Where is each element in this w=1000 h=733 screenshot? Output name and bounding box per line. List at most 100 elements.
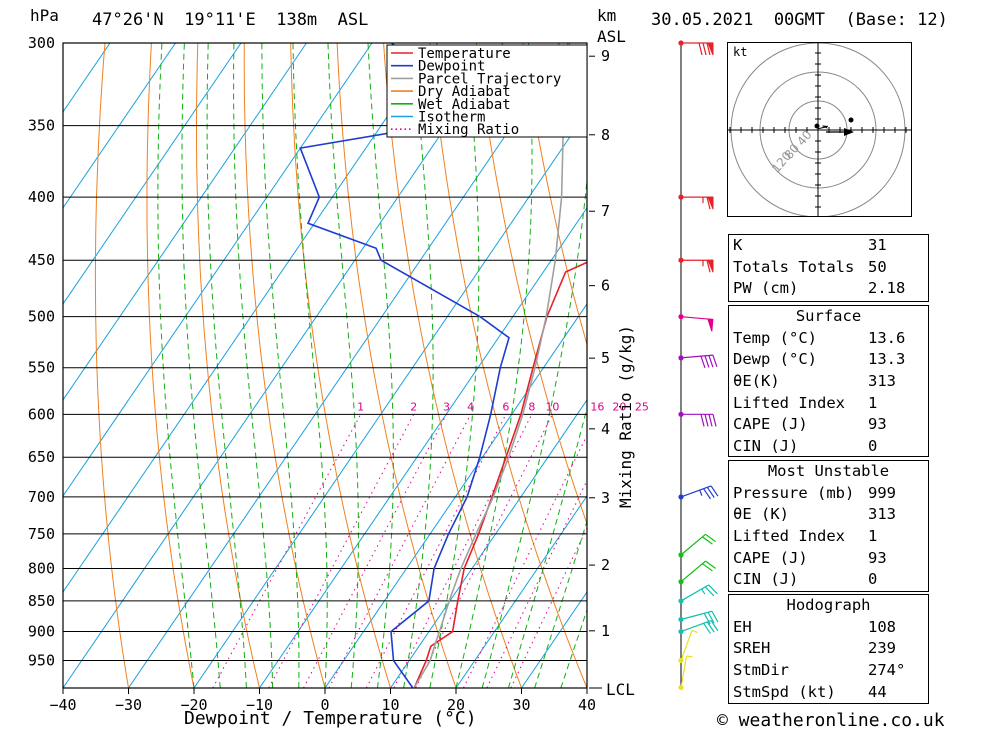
wind-barb-full <box>708 584 718 595</box>
wind-barb-half <box>699 489 703 496</box>
isotherm-line <box>63 43 504 688</box>
index-label: PW (cm) <box>733 279 799 298</box>
index-label: Temp (°C) <box>733 328 817 347</box>
wind-barb-shaft <box>680 620 712 633</box>
height-ref-label: ASL <box>597 27 626 46</box>
mixing-ratio-label: 10 <box>545 400 559 413</box>
dry-adiabat-line <box>243 43 326 688</box>
wind-barb-full <box>703 488 711 500</box>
wind-barb-full <box>702 42 707 56</box>
index-row: Lifted Index 1 <box>729 526 928 548</box>
storm-motion-arrow <box>844 128 854 136</box>
index-row: Dewp (°C) 13.3 <box>729 349 928 371</box>
location-title: 47°26'N 19°11'E 138m ASL <box>92 10 369 30</box>
pressure-tick-label: 450 <box>28 251 55 269</box>
wind-barb-shaft <box>680 533 706 556</box>
index-label: Lifted Index <box>733 527 845 546</box>
pressure-tick-label: 700 <box>28 488 55 506</box>
hodograph-panel: 40 80 120 kt <box>727 41 912 219</box>
temperature-tick-label: −40 <box>49 696 76 714</box>
wind-barb-pennant <box>707 318 714 332</box>
lcl-label: LCL <box>606 680 635 699</box>
index-row: Totals Totals 50 <box>729 257 928 279</box>
legend-box <box>386 44 588 138</box>
mixing-ratio-label: 3 <box>443 400 450 413</box>
wind-barb-full <box>706 42 711 56</box>
index-label: Totals Totals <box>733 257 855 276</box>
legend-entry: Mixing Ratio <box>418 122 519 138</box>
hodograph-top-point <box>848 117 854 123</box>
pressure-tick-label: 900 <box>28 623 55 641</box>
index-value: 108 <box>868 617 896 636</box>
x-axis-title: Dewpoint / Temperature (°C) <box>184 708 477 729</box>
km-tick-label: 7 <box>601 202 610 220</box>
km-tick-label: 9 <box>601 47 610 65</box>
index-row: PW (cm) 2.18 <box>729 278 928 300</box>
wind-barb-pennant <box>707 196 714 210</box>
wind-barb-shaft <box>680 560 706 583</box>
pressure-tick-label: 400 <box>28 188 55 206</box>
height-unit-label: km <box>597 6 617 25</box>
mixing-ratio-labels: 1 2 3 4 6 8 10 16 20 25 <box>357 400 649 413</box>
index-label: EH <box>733 617 752 636</box>
pressure-tick-label: 850 <box>28 592 55 610</box>
temperature-tick-label: −20 <box>180 696 207 714</box>
mixing-ratio-line <box>303 414 447 688</box>
index-row: CIN (J) 0 <box>729 569 928 591</box>
general-indices-table: K 31 Totals Totals 50 PW (cm) 2.18 <box>728 234 929 302</box>
index-row: StmDir 274° <box>729 660 928 682</box>
index-row: CIN (J) 0 <box>729 436 928 458</box>
wind-level-dot <box>678 616 684 623</box>
wind-barb-full <box>706 487 715 498</box>
wet-adiabat-line <box>157 43 195 688</box>
index-label: CIN (J) <box>733 570 799 589</box>
wind-barb-full <box>702 536 713 545</box>
index-value: 50 <box>868 257 887 276</box>
mixing-ratio-label: 1 <box>357 400 364 413</box>
wind-barb-full <box>700 355 706 369</box>
index-value: 13.6 <box>868 328 906 347</box>
hodograph-surface-point <box>814 123 820 129</box>
temperature-tick-label: 20 <box>447 696 465 714</box>
pressure-tick-label: 500 <box>28 308 55 326</box>
index-row: θE (K) 313 <box>729 504 928 526</box>
index-row: Temp (°C) 13.6 <box>729 328 928 350</box>
index-row: StmSpd (kt) 44 <box>729 682 928 704</box>
wet-adiabat-line <box>481 175 587 688</box>
wind-barb-full <box>706 621 715 633</box>
wind-barb-full <box>712 414 717 427</box>
pressure-tick-label: 950 <box>28 652 55 670</box>
index-value: 274° <box>868 661 906 680</box>
mixing-ratio-line <box>328 414 472 688</box>
index-label: Lifted Index <box>733 393 845 412</box>
mixing-ratio-label: 20 <box>612 400 626 413</box>
temperature-tick-label: 0 <box>320 696 329 714</box>
mixing-ratio-label: 8 <box>528 400 535 413</box>
index-value: 313 <box>868 372 896 391</box>
index-row: K 31 <box>729 235 928 257</box>
wind-level-dot <box>678 628 684 635</box>
km-tick-label: 6 <box>601 277 610 295</box>
wind-barb-full <box>704 414 709 427</box>
index-label: CAPE (J) <box>733 415 808 434</box>
hodograph-unit: kt <box>733 45 748 59</box>
hodograph-title: Hodograph <box>786 596 871 614</box>
isotherm-line <box>63 43 373 497</box>
index-value: 13.3 <box>868 350 906 369</box>
wind-barb-full <box>710 620 719 632</box>
pressure-tick-label: 650 <box>28 448 55 466</box>
wind-barb-full <box>702 563 713 572</box>
wet-adiabat-line <box>261 43 300 688</box>
isotherm-line <box>63 43 111 113</box>
temperature-tick-label: −30 <box>115 696 142 714</box>
index-value: 239 <box>868 639 896 658</box>
wind-barb-half <box>686 655 693 658</box>
wind-barb-full <box>705 560 716 569</box>
index-value: 313 <box>868 505 896 524</box>
parcel-trajectory-line <box>413 43 565 688</box>
pressure-tick-label: 750 <box>28 525 55 543</box>
wind-barb-shaft <box>680 354 713 359</box>
